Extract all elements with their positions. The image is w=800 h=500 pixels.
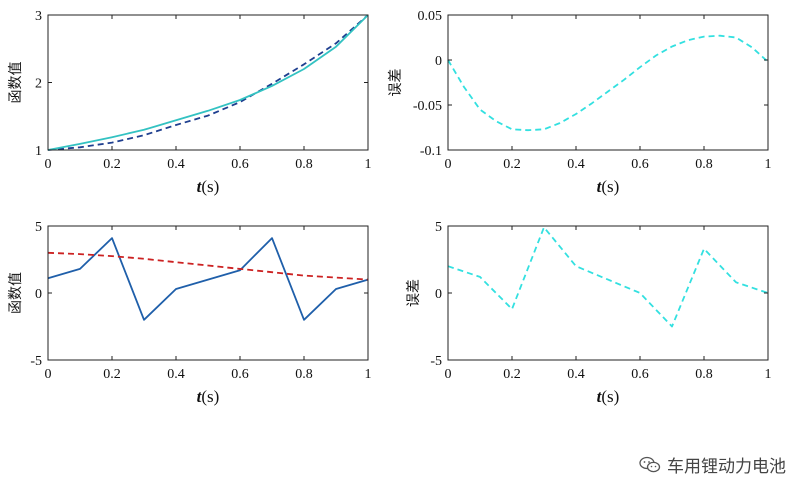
y-axis-label: 误差 [406, 279, 422, 307]
y-tick-label: -5 [430, 354, 442, 369]
y-tick-label: 0 [35, 287, 42, 302]
x-axis-label: t(s) [197, 387, 220, 406]
x-axis-label: t(s) [597, 387, 620, 406]
x-tick-label: 0 [45, 157, 52, 172]
x-axis-label-unit: (s) [201, 177, 219, 196]
x-axis-label: t(s) [197, 177, 220, 196]
y-tick-label: 0.05 [418, 9, 443, 24]
series-line-approximation [47, 14, 369, 151]
x-tick-label: 0.8 [295, 157, 313, 172]
series-line-error [447, 226, 769, 328]
series-line-approximation [47, 237, 369, 321]
y-axis-label: 函数值 [8, 272, 24, 314]
x-tick-label: 1 [765, 367, 772, 382]
plot-frame [47, 225, 369, 361]
plot-frame [447, 225, 769, 361]
x-tick-label: 0.2 [103, 367, 121, 382]
y-tick-label: 0 [435, 54, 442, 69]
y-tick-label: 1 [35, 144, 42, 159]
x-tick-label: 0 [445, 367, 452, 382]
watermark: 车用锂动力电池 [639, 452, 786, 477]
x-tick-label: 0.4 [567, 157, 585, 172]
x-tick-label: 0.2 [103, 157, 121, 172]
x-tick-label: 1 [365, 367, 372, 382]
x-tick-label: 0.2 [503, 157, 521, 172]
x-tick-label: 0 [45, 367, 52, 382]
subplot-1: 0 0.2 0.4 0.6 0.8 1 1 2 3 t(s) 函数值 [8, 9, 372, 196]
x-tick-label: 0.8 [695, 157, 713, 172]
plot-frame [447, 14, 769, 151]
x-tick-label: 0.4 [167, 367, 185, 382]
x-axis-label-var: t [197, 387, 203, 406]
x-tick-label: 0.4 [167, 157, 185, 172]
subplot-2: 0 0.2 0.4 0.6 0.8 1 -0.1 -0.05 0 0.05 t(s) 误差 [388, 9, 772, 196]
x-axis-label-unit: (s) [601, 387, 619, 406]
x-tick-label: 0.6 [231, 157, 249, 172]
y-tick-label: 5 [435, 220, 442, 235]
series-line-error [447, 34, 769, 132]
y-tick-label: -0.1 [420, 144, 442, 159]
x-axis-label-unit: (s) [201, 387, 219, 406]
x-axis-label-var: t [597, 177, 603, 196]
x-tick-label: 0.8 [695, 367, 713, 382]
y-axis-label: 误差 [388, 69, 404, 97]
y-tick-label: 2 [35, 77, 42, 92]
wechat-icon [639, 456, 661, 474]
plot-frame [47, 14, 369, 151]
x-tick-label: 0 [445, 157, 452, 172]
y-tick-label: -5 [30, 354, 42, 369]
x-tick-label: 0.2 [503, 367, 521, 382]
x-axis-label-unit: (s) [601, 177, 619, 196]
x-tick-label: 1 [365, 157, 372, 172]
series-line-exact [47, 251, 369, 281]
x-axis-label-var: t [197, 177, 203, 196]
watermark-text: 车用锂动力电池 [667, 457, 786, 477]
x-tick-label: 0.6 [631, 157, 649, 172]
x-axis-label-var: t [597, 387, 603, 406]
x-tick-label: 0.6 [231, 367, 249, 382]
y-tick-label: -0.05 [413, 99, 442, 114]
x-tick-label: 0.6 [631, 367, 649, 382]
y-axis-label: 函数值 [8, 62, 24, 104]
x-axis-label: t(s) [597, 177, 620, 196]
series-line-exact [47, 14, 369, 151]
y-tick-label: 5 [35, 220, 42, 235]
x-tick-label: 1 [765, 157, 772, 172]
x-tick-label: 0.4 [567, 367, 585, 382]
y-tick-label: 3 [35, 9, 42, 24]
x-tick-label: 0.8 [295, 367, 313, 382]
y-tick-label: 0 [435, 287, 442, 302]
